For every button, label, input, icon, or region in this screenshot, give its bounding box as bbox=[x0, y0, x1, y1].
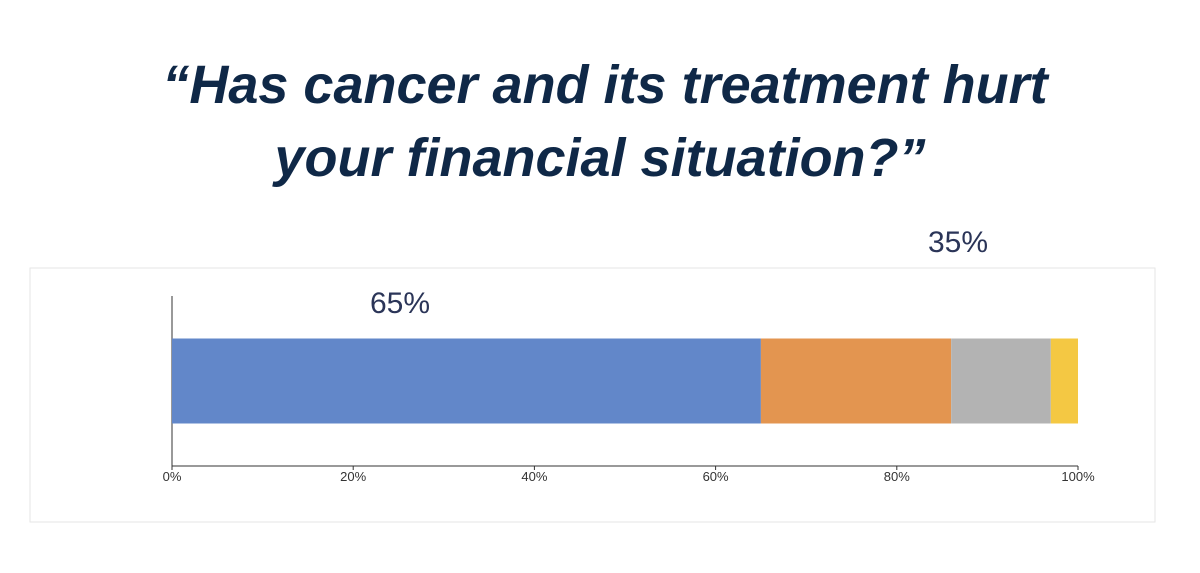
x-tick-label: 20% bbox=[340, 469, 366, 484]
bar-segment bbox=[1050, 338, 1078, 424]
bar-segment bbox=[760, 338, 952, 424]
x-tick-label: 100% bbox=[1061, 469, 1095, 484]
chart-title: your financial situation?” bbox=[271, 128, 925, 188]
annotation: 35% bbox=[928, 226, 988, 259]
bar-segment bbox=[172, 338, 761, 424]
plot-frame bbox=[29, 267, 1156, 523]
chart-title: “Has cancer and its treatment hurt bbox=[162, 55, 1049, 115]
x-tick-label: 60% bbox=[703, 469, 729, 484]
annotation: 65% bbox=[370, 287, 430, 320]
x-tick-label: 80% bbox=[884, 469, 910, 484]
bar-segment bbox=[951, 338, 1051, 424]
x-tick-label: 0% bbox=[163, 469, 182, 484]
x-tick-label: 40% bbox=[521, 469, 547, 484]
